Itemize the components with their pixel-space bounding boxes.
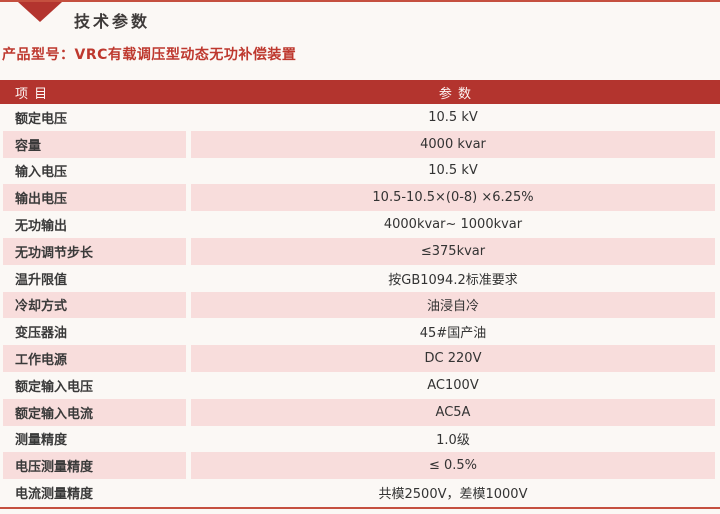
row-item-label: 测量精度 [15, 433, 68, 449]
row-param-value: 10.5-10.5×(0-8) ×6.25% [191, 184, 715, 212]
row-param-value: 4000kvar~ 1000kvar [383, 217, 523, 233]
table-row: 温升限值 按GB1094.2标准要求 [0, 265, 720, 292]
row-item-label: 冷却方式 [3, 291, 186, 319]
table-row: 输出电压 10.5-10.5×(0-8) ×6.25% [0, 184, 720, 212]
row-item-label: 电流测量精度 [15, 487, 94, 503]
row-param-value: ≤ 0.5% [191, 452, 715, 480]
row-param-value: 45#国产油 [419, 326, 487, 342]
table-row: 额定输入电压 AC100V [0, 372, 720, 399]
spec-table: 项 目 参 数 额定电压 10.5 kV 容量 4000 kvar 输入电压 10.5 k… [0, 80, 720, 506]
row-item-label: 容量 [3, 130, 186, 158]
row-param-value: ≤375kvar [191, 237, 715, 265]
table-row: 无功调节步长 ≤375kvar [0, 237, 720, 265]
row-param-value: AC100V [427, 377, 479, 393]
table-row: 电流测量精度 共模2500V，差模1000V [0, 479, 720, 506]
table-row: 工作电源 DC 220V [0, 345, 720, 372]
row-param-value: 按GB1094.2标准要求 [388, 272, 518, 288]
row-item-label: 变压器油 [15, 326, 68, 342]
page-title: 技术参数 [74, 12, 151, 31]
row-param-value: 油浸自冷 [191, 291, 715, 319]
row-param-value: AC5A [191, 398, 715, 426]
row-param-value: 共模2500V，差模1000V [378, 487, 528, 503]
product-model-line: 产品型号：VRC有载调压型动态无功补偿装置 [2, 47, 297, 63]
table-row: 额定电压 10.5 kV [0, 104, 720, 131]
row-item-label: 电压测量精度 [3, 452, 186, 480]
row-item-label: 无功调节步长 [3, 237, 186, 265]
top-rule [0, 0, 720, 2]
table-row: 测量精度 1.0级 [0, 426, 720, 453]
spec-table-body: 额定电压 10.5 kV 容量 4000 kvar 输入电压 10.5 kV 输出电压 10.… [0, 104, 720, 506]
table-row: 输入电压 10.5 kV [0, 158, 720, 185]
row-item-label: 输入电压 [15, 165, 68, 181]
table-row: 冷却方式 油浸自冷 [0, 291, 720, 319]
table-row: 无功输出 4000kvar~ 1000kvar [0, 211, 720, 238]
ribbon-triangle-icon [18, 2, 62, 22]
row-item-label: 额定输入电压 [15, 379, 94, 395]
table-row: 额定输入电流 AC5A [0, 398, 720, 426]
row-item-label: 工作电源 [3, 345, 186, 372]
header-param-column: 参 数 [438, 86, 473, 102]
table-row: 容量 4000 kvar [0, 130, 720, 158]
row-param-value: 10.5 kV [428, 163, 478, 179]
row-item-label: 无功输出 [15, 219, 68, 235]
row-param-value: 10.5 kV [428, 109, 478, 125]
row-param-value: DC 220V [191, 345, 715, 372]
row-item-label: 额定电压 [15, 111, 68, 127]
row-param-value: 4000 kvar [191, 130, 715, 158]
table-row: 变压器油 45#国产油 [0, 318, 720, 345]
row-item-label: 额定输入电流 [3, 398, 186, 426]
row-param-value: 1.0级 [436, 433, 470, 449]
row-item-label: 温升限值 [15, 272, 68, 288]
table-row: 电压测量精度 ≤ 0.5% [0, 452, 720, 480]
header-item-column: 项 目 [15, 86, 49, 102]
table-header-row: 项 目 参 数 [0, 80, 720, 104]
row-item-label: 输出电压 [3, 184, 186, 212]
bottom-rule [0, 507, 720, 509]
